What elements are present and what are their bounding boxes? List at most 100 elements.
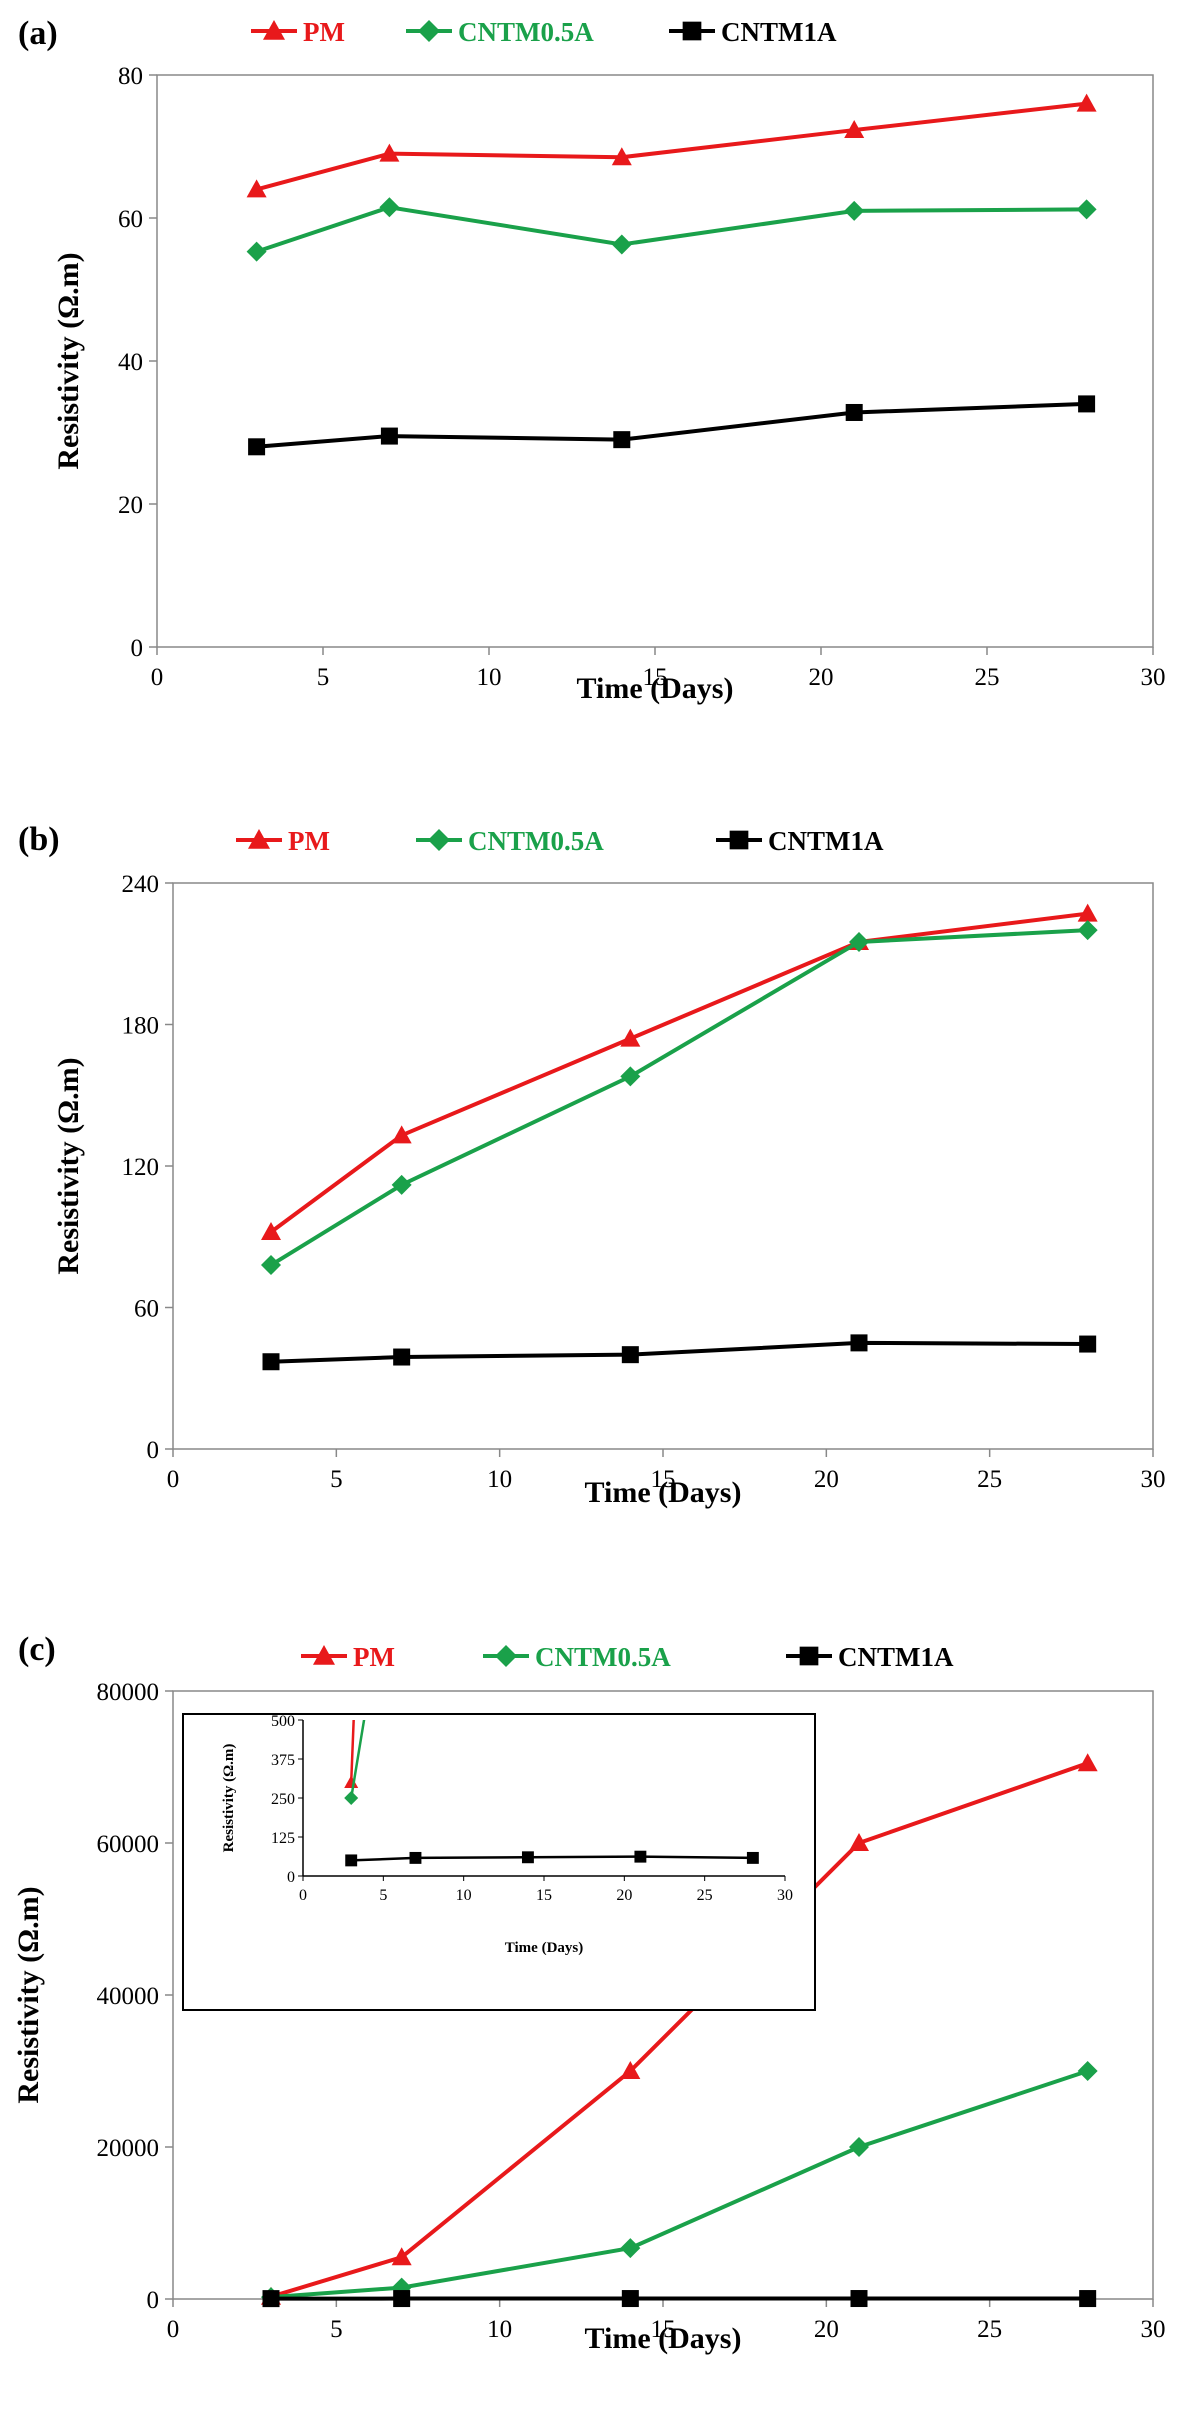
y-tick-label: 0 — [147, 2287, 160, 2314]
legend-item-cntm0-5a: CNTM0.5A — [416, 826, 604, 856]
data-point — [846, 404, 863, 421]
series-cntm1a — [248, 395, 1095, 455]
inset-series-cntm0-5a — [344, 0, 753, 1805]
x-tick-label: 25 — [975, 664, 1000, 691]
series-cntm0-5a — [247, 197, 1097, 261]
data-point — [393, 2290, 410, 2307]
data-point — [851, 2290, 868, 2307]
data-point — [248, 438, 265, 455]
y-tick-label: 20000 — [97, 2135, 160, 2162]
series-cntm1a — [263, 1334, 1097, 1370]
series-line — [257, 104, 1087, 190]
data-point — [849, 2137, 869, 2157]
data-point — [620, 2238, 640, 2258]
x-tick-label: 20 — [809, 664, 834, 691]
legend-label: CNTM1A — [768, 826, 884, 856]
plot-frame — [173, 883, 1153, 1449]
inset-data-point — [410, 1852, 422, 1864]
inset-x-tick-label: 0 — [299, 1887, 307, 1904]
x-tick-label: 30 — [1141, 2316, 1166, 2343]
legend-swatch-marker — [428, 829, 450, 851]
legend-swatch-marker — [730, 831, 749, 850]
y-tick-label: 60 — [134, 1296, 159, 1323]
x-tick-label: 30 — [1141, 664, 1166, 691]
x-tick-label: 5 — [330, 1466, 343, 1493]
x-tick-label: 25 — [977, 2316, 1002, 2343]
legend-item-cntm0-5a: CNTM0.5A — [406, 17, 594, 47]
x-tick-label: 10 — [487, 1466, 512, 1493]
legend-swatch-marker — [495, 1645, 517, 1667]
inset-data-point — [634, 1851, 646, 1863]
y-tick-label: 0 — [147, 1437, 160, 1464]
y-tick-label: 60 — [118, 206, 143, 233]
inset-series-line — [351, 0, 753, 1782]
data-point — [1078, 920, 1098, 940]
series-pm — [261, 904, 1098, 1240]
data-point — [247, 242, 267, 262]
legend-item-pm: PM — [251, 17, 345, 47]
series-line — [271, 930, 1088, 1265]
panel-label: (b) — [18, 821, 60, 858]
data-point — [844, 201, 864, 221]
x-tick-label: 10 — [477, 664, 502, 691]
legend-label: CNTM1A — [838, 1642, 954, 1672]
x-axis-label: Time (Days) — [577, 672, 734, 705]
legend-item-cntm1a: CNTM1A — [716, 826, 884, 856]
data-point — [263, 2290, 280, 2307]
inset-y-tick-label: 250 — [271, 1791, 295, 1808]
inset-y-tick-label: 125 — [271, 1830, 295, 1847]
y-tick-label: 20 — [118, 492, 143, 519]
legend-swatch-marker — [418, 20, 440, 42]
x-tick-label: 0 — [167, 1466, 180, 1493]
data-point — [1077, 199, 1097, 219]
inset-x-tick-label: 25 — [697, 1887, 713, 1904]
inset-data-point — [345, 1854, 357, 1866]
x-tick-label: 10 — [487, 2316, 512, 2343]
inset-data-point — [747, 1852, 759, 1864]
legend-swatch-marker — [800, 1647, 819, 1666]
y-tick-label: 180 — [122, 1013, 160, 1040]
inset-y-axis-label: Resistivity (Ω.m) — [221, 1744, 237, 1853]
series-pm — [247, 94, 1097, 198]
legend-label: PM — [303, 17, 345, 47]
data-point — [1079, 1336, 1096, 1353]
x-tick-label: 5 — [317, 664, 330, 691]
panel-label: (c) — [18, 1631, 56, 1668]
data-point — [622, 1346, 639, 1363]
x-axis-label: Time (Days) — [585, 1476, 742, 1509]
inset-x-tick-label: 15 — [536, 1887, 552, 1904]
legend-label: PM — [353, 1642, 395, 1672]
x-axis-label: Time (Days) — [585, 2322, 742, 2355]
legend-label: PM — [288, 826, 330, 856]
y-tick-label: 80 — [118, 63, 143, 90]
x-tick-label: 20 — [814, 1466, 839, 1493]
data-point — [263, 1353, 280, 1370]
data-point — [612, 234, 632, 254]
data-point — [381, 428, 398, 445]
x-tick-label: 20 — [814, 2316, 839, 2343]
data-point — [1078, 395, 1095, 412]
data-point — [622, 2290, 639, 2307]
data-point — [851, 1334, 868, 1351]
legend-item-cntm0-5a: CNTM0.5A — [483, 1642, 671, 1672]
legend-label: CNTM0.5A — [458, 17, 594, 47]
data-point — [393, 1349, 410, 1366]
legend-label: CNTM1A — [721, 17, 837, 47]
data-point — [379, 197, 399, 217]
legend-item-pm: PM — [301, 1642, 395, 1672]
y-tick-label: 120 — [122, 1154, 160, 1181]
y-axis-label: Resistivity (Ω.m) — [12, 1886, 45, 2103]
y-tick-label: 40000 — [97, 1983, 160, 2010]
data-point — [613, 431, 630, 448]
series-line — [257, 207, 1087, 251]
plot-frame — [157, 75, 1153, 647]
y-tick-label: 60000 — [97, 1831, 160, 1858]
data-point — [1078, 2061, 1098, 2081]
x-tick-label: 0 — [167, 2316, 180, 2343]
inset-series-line — [351, 0, 753, 1798]
inset-y-tick-label: 500 — [271, 1713, 295, 1730]
